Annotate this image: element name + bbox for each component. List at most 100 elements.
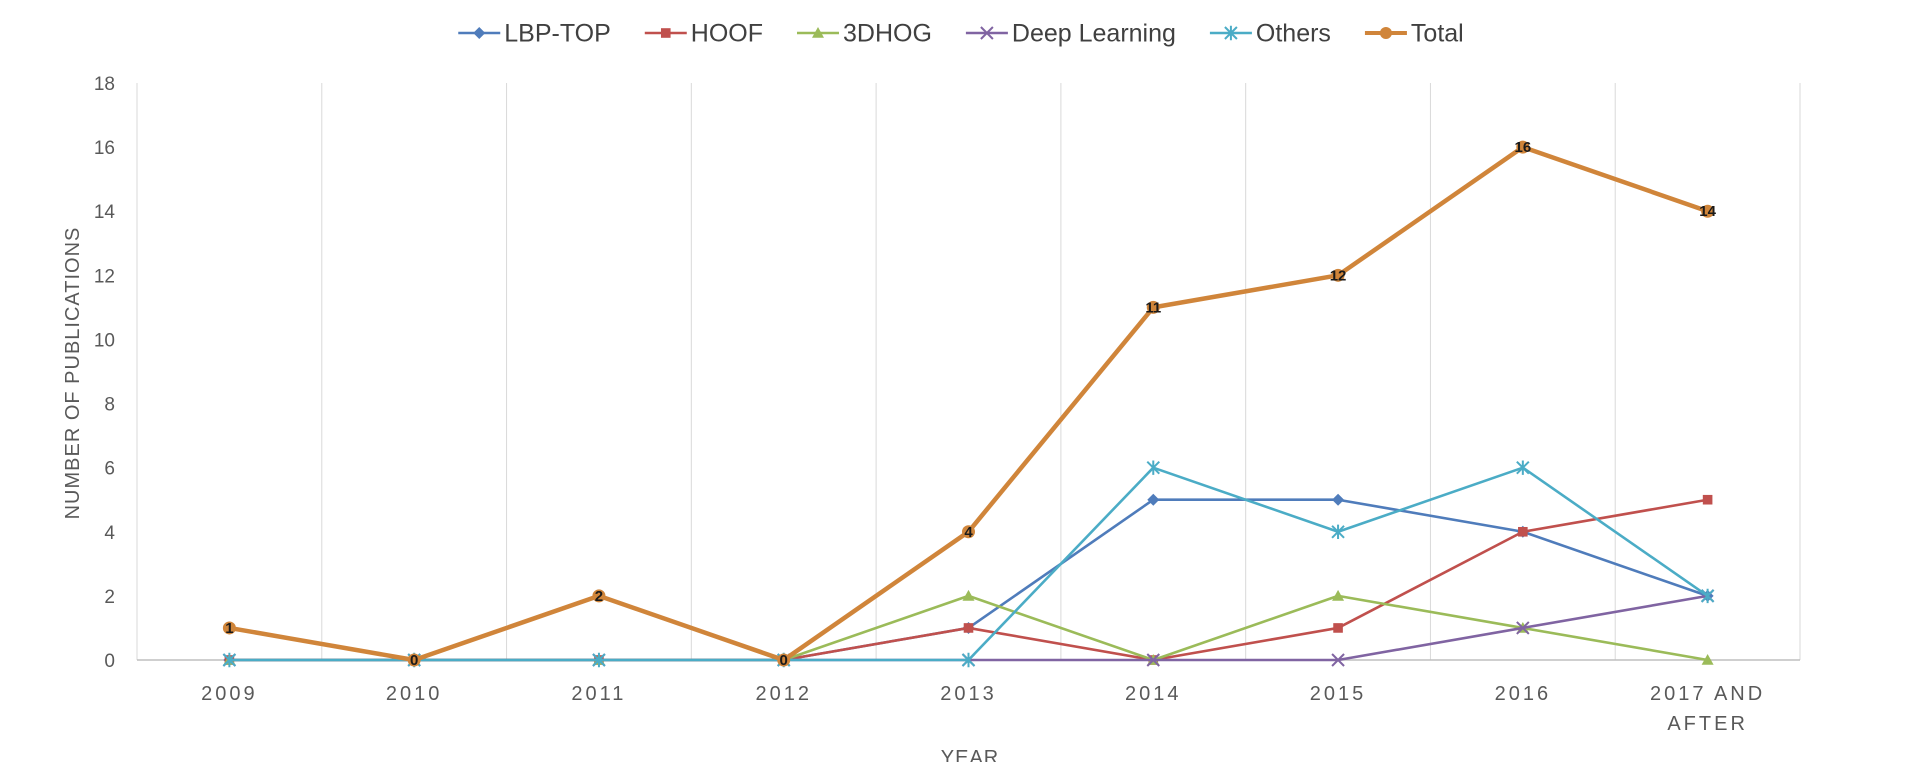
x-marker — [1331, 653, 1345, 667]
square-marker — [660, 28, 671, 38]
data-point — [963, 623, 974, 633]
y-tick-label: 0 — [104, 651, 115, 672]
legend-label: Others — [1256, 20, 1331, 48]
data-point — [1701, 654, 1714, 665]
x-tick-label: 2014 — [1125, 683, 1182, 705]
square-marker — [1333, 623, 1343, 633]
x-marker — [980, 26, 994, 40]
data-point — [407, 653, 421, 667]
data-point — [1701, 204, 1715, 218]
data-point — [1702, 494, 1713, 505]
data-label: 11 — [1145, 299, 1161, 316]
circle-marker — [962, 525, 975, 539]
legend-label: LBP-TOP — [504, 20, 611, 48]
y-tick-label: 4 — [104, 523, 115, 544]
data-point — [592, 652, 606, 668]
asterisk-marker — [1146, 460, 1160, 475]
y-tick-label: 12 — [94, 266, 115, 287]
legend-item-lbp-top: LBP-TOP — [458, 20, 611, 48]
asterisk-marker — [1516, 460, 1530, 475]
diamond-marker — [1332, 493, 1345, 506]
triangle-marker — [962, 589, 975, 601]
data-point — [962, 589, 975, 601]
data-labels: 1 0 2 0 4 11 12 16 14 — [225, 139, 1716, 669]
y-axis-title: NUMBER OF PUBLICATIONS — [62, 227, 84, 520]
data-point — [1146, 653, 1160, 667]
data-point — [777, 653, 791, 667]
y-tick-label: 18 — [94, 74, 115, 95]
data-point — [592, 589, 606, 603]
legend-item-3dhog: 3DHOG — [796, 20, 932, 48]
circle-marker — [1146, 300, 1160, 314]
asterisk-marker — [1224, 25, 1238, 41]
circle-marker — [777, 653, 791, 667]
legend-label: HOOF — [691, 20, 763, 48]
data-label: 12 — [1330, 267, 1347, 284]
data-point — [1516, 621, 1530, 635]
y-tick-label: 16 — [94, 138, 115, 159]
data-point — [1332, 493, 1345, 506]
data-label: 16 — [1514, 139, 1531, 156]
data-point — [1332, 589, 1345, 601]
x-tick-label: 2016 — [1495, 683, 1552, 705]
square-marker — [963, 623, 974, 633]
x-tick-label: 2013 — [940, 683, 997, 705]
triangle-marker — [1701, 654, 1714, 665]
series-hoof — [224, 494, 1713, 665]
legend-label: Deep Learning — [1012, 20, 1176, 48]
y-tick-label: 2 — [104, 587, 115, 608]
y-tick-label: 14 — [94, 202, 116, 223]
y-tick-label: 10 — [94, 330, 115, 351]
legend-item-deep-learning: Deep Learning — [965, 20, 1176, 48]
data-label: 0 — [410, 652, 418, 669]
legend-item-hoof: HOOF — [644, 20, 763, 48]
x-tick-label: 2017 AND AFTER — [1650, 683, 1765, 735]
data-point — [1700, 588, 1715, 604]
series-lines — [222, 140, 1715, 668]
y-tick-label: 8 — [104, 395, 115, 416]
circle-marker — [1331, 268, 1345, 282]
data-point — [222, 621, 236, 635]
circle-marker — [222, 621, 236, 635]
data-point — [1331, 653, 1345, 667]
data-label: 2 — [595, 588, 603, 605]
x-tick-label: 2009 — [201, 683, 258, 705]
asterisk-marker — [961, 652, 976, 668]
data-point — [1147, 493, 1160, 506]
asterisk-marker — [222, 652, 237, 668]
x-tick-label: 2010 — [386, 683, 443, 705]
diamond-marker — [473, 27, 486, 39]
legend: LBP-TOP HOOF 3DHOG Deep Learning Others Total — [458, 20, 1464, 48]
legend-label: Total — [1411, 20, 1464, 48]
square-marker — [1702, 494, 1713, 505]
circle-marker — [1379, 27, 1392, 39]
series-others — [222, 460, 1715, 668]
series-lbp-top — [223, 493, 1714, 666]
data-label: 0 — [780, 652, 788, 669]
legend-item-total: Total — [1364, 20, 1464, 48]
legend-label: 3DHOG — [843, 20, 932, 48]
data-point — [1333, 623, 1343, 633]
data-label: 1 — [225, 620, 233, 637]
square-marker — [1518, 526, 1528, 537]
data-point — [1516, 140, 1530, 154]
data-point — [1331, 268, 1345, 282]
series-line — [229, 144, 1709, 663]
data-point — [1331, 524, 1345, 539]
asterisk-marker — [1700, 588, 1715, 604]
diamond-marker — [1147, 493, 1160, 506]
triangle-marker — [811, 27, 824, 38]
circle-marker — [1516, 140, 1530, 154]
x-marker — [1516, 621, 1530, 635]
data-point — [1146, 460, 1160, 475]
y-tick-label: 6 — [104, 459, 115, 480]
data-label: 14 — [1699, 203, 1716, 220]
data-point — [961, 652, 976, 668]
x-axis-title: YEAR — [941, 747, 999, 762]
legend-item-others: Others — [1209, 20, 1331, 48]
asterisk-marker — [1331, 524, 1345, 539]
x-marker — [1146, 653, 1160, 667]
